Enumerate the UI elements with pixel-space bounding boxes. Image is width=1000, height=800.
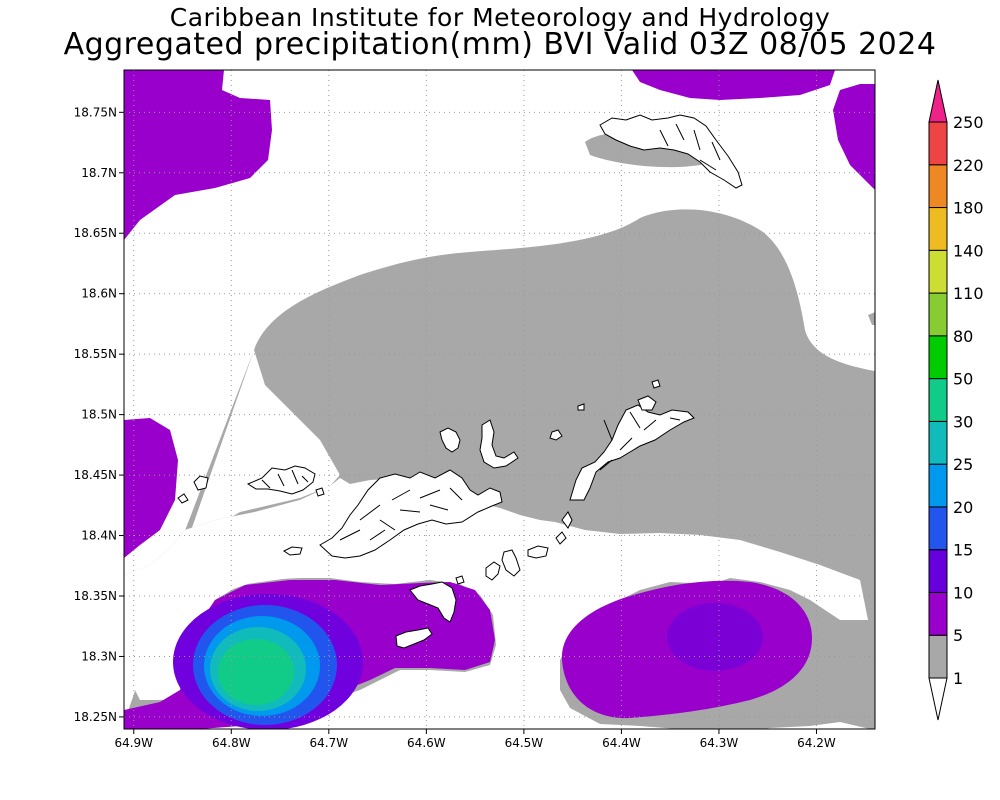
island-stjohn-internal: [339, 487, 463, 541]
plot-area: [124, 70, 875, 729]
y-tick-label: 18.65N: [74, 226, 117, 240]
y-tick-label: 18.55N: [74, 347, 117, 361]
island-thatch: [315, 487, 325, 497]
y-tick-label: 18.35N: [74, 589, 117, 603]
legend-label: 30: [953, 412, 973, 431]
x-tick-label: 64.6W: [407, 736, 446, 750]
y-tick-label: 18.7N: [81, 166, 117, 180]
legend-label: 25: [953, 455, 973, 474]
island-islet: [455, 575, 465, 585]
island-peter: [409, 581, 457, 623]
island-mid-rock: [549, 429, 563, 441]
x-tick-label: 64.7W: [310, 736, 349, 750]
legend-swatch: [928, 335, 948, 380]
legend-swatch-max: [928, 79, 948, 123]
x-tick-label: 64.5W: [505, 736, 544, 750]
island-tortola-internal: [599, 411, 681, 471]
precip-field-violet-core-right: [667, 603, 763, 671]
plot-frame: [123, 69, 876, 730]
x-tick-label: 64.8W: [212, 736, 251, 750]
y-axis: 18.25N 18.3N 18.35N 18.4N 18.45N 18.5N 18.55N 1…: [74, 105, 124, 724]
island-salt: [501, 549, 521, 577]
legend-swatch: [928, 292, 948, 337]
x-tick-label: 64.3W: [700, 736, 739, 750]
island-ginger: [527, 545, 549, 559]
island-sandy: [555, 531, 567, 545]
island-tortola-east: [569, 404, 695, 501]
legend-label: 140: [953, 241, 984, 260]
legend-swatch: [928, 164, 948, 209]
legend-label: 1: [953, 669, 963, 688]
legend-label: 180: [953, 199, 984, 218]
legend-swatch: [928, 591, 948, 636]
island-jost: [439, 427, 461, 453]
islands-layer: [177, 114, 743, 649]
y-tick-label: 18.25N: [74, 710, 117, 724]
precip-field-purple-topright: [833, 84, 875, 190]
island-virgin-gorda: [599, 114, 743, 189]
legend-label: 20: [953, 498, 973, 517]
x-tick-label: 64.9W: [114, 736, 153, 750]
legend-label: 220: [953, 156, 984, 175]
legend-label: 5: [953, 626, 963, 645]
island-sw-rock: [283, 546, 303, 556]
y-tick-label: 18.4N: [81, 529, 117, 543]
x-axis: 64.9W 64.8W 64.7W 64.6W 64.5W 64.4W 64.3W 64.2W: [114, 729, 836, 750]
precip-cell-green: [218, 639, 294, 705]
island-marina: [651, 379, 661, 389]
legend-swatch: [928, 121, 948, 166]
legend-swatch: [928, 207, 948, 251]
legend-label: 80: [953, 327, 973, 346]
x-tick-label: 64.4W: [602, 736, 641, 750]
legend-swatch: [928, 378, 948, 422]
legend-swatch: [928, 420, 948, 465]
island-west-cay2: [177, 493, 189, 504]
island-west-cays: [193, 475, 209, 491]
precip-field-purple-topcenter: [632, 70, 835, 100]
precip-field-purple-left: [124, 418, 178, 558]
legend-swatch-min: [928, 677, 948, 721]
island-st-john: [319, 469, 503, 559]
legend-swatch: [928, 506, 948, 551]
island-scrub: [637, 395, 657, 411]
legend-swatch: [928, 634, 948, 679]
legend-label: 10: [953, 583, 973, 602]
y-tick-label: 18.3N: [81, 649, 117, 663]
island-small-rock: [577, 403, 585, 411]
y-tick-label: 18.45N: [74, 468, 117, 482]
island-vgorda-internal: [659, 123, 721, 171]
island-stthomas-internal: [261, 469, 309, 489]
legend-swatch: [928, 549, 948, 593]
legend-label: 250: [953, 113, 984, 132]
map-title-institute: Caribbean Institute for Meteorology and …: [169, 3, 831, 32]
legend-label: 50: [953, 370, 973, 389]
precip-field-gray: [124, 70, 875, 729]
x-tick-label: 64.2W: [797, 736, 836, 750]
legend-swatch: [928, 249, 948, 294]
legend-label: 15: [953, 541, 973, 560]
island-cooper: [485, 561, 501, 581]
island-norman: [395, 627, 433, 649]
island-small-north: [479, 419, 519, 469]
y-tick-label: 18.5N: [81, 408, 117, 422]
island-east-chain: [561, 511, 573, 529]
graticule: [124, 70, 875, 729]
legend-label: 110: [953, 284, 984, 303]
map-title-product: Aggregated precipitation(mm) BVI Valid 0…: [63, 27, 937, 62]
y-tick-label: 18.75N: [74, 105, 117, 119]
y-tick-label: 18.6N: [81, 287, 117, 301]
legend-swatch: [928, 463, 948, 508]
